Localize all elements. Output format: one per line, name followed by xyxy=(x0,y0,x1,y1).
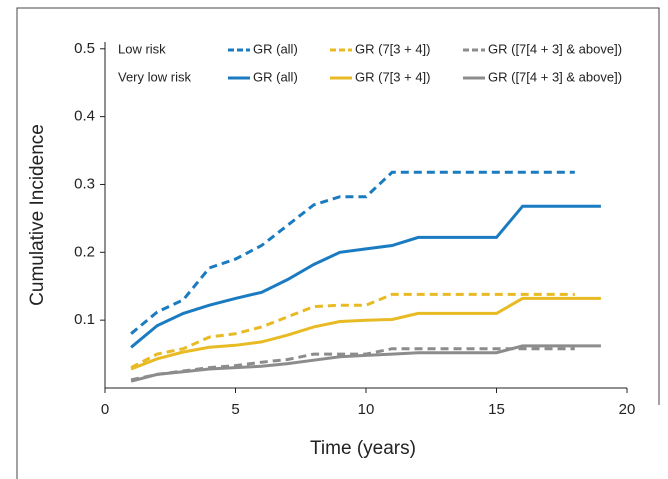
y-tick-label: 0.2 xyxy=(74,243,95,260)
legend-label: GR (all) xyxy=(253,69,298,84)
series-line xyxy=(130,204,601,349)
x-tick-label: 15 xyxy=(488,401,505,418)
legend-label: GR (7[3 + 4]) xyxy=(355,69,431,84)
series-line xyxy=(130,296,601,371)
series-line xyxy=(130,344,601,383)
x-tick-label: 5 xyxy=(231,401,239,418)
legend-label: GR ([7[4 + 3] & above]) xyxy=(488,41,622,56)
y-tick-label: 0.3 xyxy=(74,175,95,192)
series-line xyxy=(130,347,575,382)
x-tick-label: 10 xyxy=(358,401,375,418)
y-axis-title: Cumulative Incidence xyxy=(27,124,48,306)
y-tick-label: 0.5 xyxy=(74,40,95,57)
legend-label: GR ([7[4 + 3] & above]) xyxy=(488,69,622,84)
legend-label: GR (7[3 + 4]) xyxy=(355,41,431,56)
series-line xyxy=(130,292,575,369)
x-tick-label: 0 xyxy=(101,401,109,418)
x-axis-title: Time (years) xyxy=(310,438,416,459)
y-tick-label: 0.1 xyxy=(74,311,95,328)
y-tick-label: 0.4 xyxy=(74,108,95,125)
legend-group-label: Low risk xyxy=(118,41,166,56)
legend-group-label: Very low risk xyxy=(118,69,191,84)
series-line xyxy=(130,170,575,335)
frame xyxy=(16,7,660,479)
legend-label: GR (all) xyxy=(253,41,298,56)
x-tick-label: 20 xyxy=(619,401,636,418)
